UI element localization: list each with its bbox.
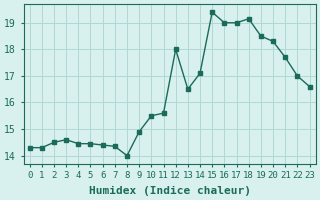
X-axis label: Humidex (Indice chaleur): Humidex (Indice chaleur): [89, 186, 251, 196]
